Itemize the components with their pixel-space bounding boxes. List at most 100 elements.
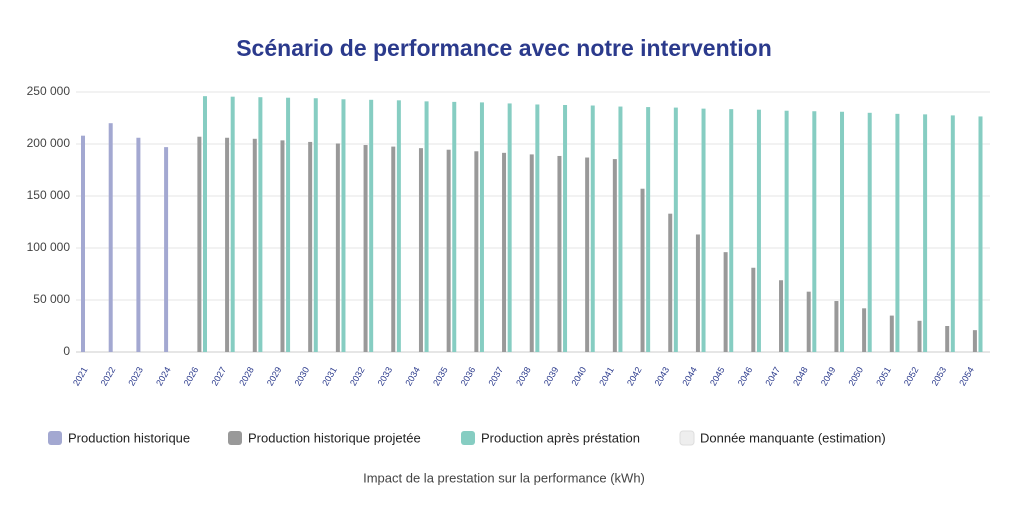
x-tick-label: 2049: [819, 365, 838, 387]
x-tick-label: 2038: [514, 365, 533, 387]
bar: [729, 109, 734, 352]
x-tick-label: 2042: [625, 365, 644, 387]
bar: [81, 135, 85, 352]
x-tick-label: 2031: [320, 365, 339, 387]
bar: [978, 116, 983, 352]
x-tick-label: 2043: [653, 365, 672, 387]
bar: [834, 301, 839, 352]
bar: [945, 326, 950, 352]
x-tick-label: 2024: [154, 365, 173, 387]
bar: [341, 99, 346, 352]
x-tick-label: 2026: [182, 365, 201, 387]
y-tick-label: 50 000: [33, 292, 70, 306]
legend-label: Production historique: [68, 430, 190, 445]
y-tick-label: 0: [63, 344, 70, 358]
x-tick-label: 2029: [265, 365, 284, 387]
bar: [280, 140, 285, 352]
bar: [695, 234, 700, 352]
x-tick-label: 2037: [486, 365, 505, 387]
x-tick-label: 2046: [736, 365, 755, 387]
bar: [812, 111, 817, 353]
chart-title: Scénario de performance avec notre inter…: [236, 35, 772, 61]
x-tick-label: 2054: [957, 365, 976, 387]
legend-swatch: [461, 431, 475, 445]
bar: [557, 155, 562, 352]
x-tick-label: 2022: [99, 365, 118, 387]
legend-swatch: [679, 430, 695, 446]
bar: [391, 146, 396, 352]
bar: [784, 110, 789, 352]
x-tick-label: 2036: [459, 365, 478, 387]
x-tick-label: 2048: [791, 365, 810, 387]
bar: [867, 112, 872, 352]
bar: [396, 100, 401, 352]
x-tick-label: 2028: [237, 365, 256, 387]
x-tick-label: 2052: [902, 365, 921, 387]
x-tick-label: 2023: [126, 365, 145, 387]
x-tick-label: 2027: [209, 365, 228, 387]
x-tick-label: 2041: [597, 365, 616, 387]
bar: [640, 188, 645, 352]
bar: [258, 97, 263, 352]
bar: [529, 154, 534, 352]
bar: [756, 109, 761, 353]
bar: [590, 105, 595, 353]
bar: [424, 101, 429, 352]
legend-swatch: [48, 431, 62, 445]
bar: [950, 115, 955, 353]
bar: [862, 308, 867, 352]
x-tick-label: 2021: [71, 365, 90, 387]
x-tick-label: 2040: [570, 365, 589, 387]
legend-label: Donnée manquante (estimation): [700, 430, 886, 445]
bar: [452, 101, 457, 352]
x-tick-label: 2039: [542, 365, 561, 387]
x-axis-label: Impact de la prestation sur la performan…: [363, 470, 645, 485]
y-tick-label: 150 000: [27, 188, 71, 202]
bar: [972, 330, 977, 352]
bar: [286, 97, 291, 352]
bar: [668, 213, 673, 352]
bar: [479, 102, 484, 353]
bar: [446, 149, 451, 352]
bar: [369, 99, 374, 352]
bar: [889, 315, 894, 352]
bar: [363, 145, 368, 352]
legend-swatch: [228, 431, 242, 445]
x-tick-label: 2053: [930, 365, 949, 387]
x-tick-label: 2047: [763, 365, 782, 387]
bar: [335, 143, 340, 352]
bar: [502, 152, 507, 352]
bar: [535, 104, 540, 352]
x-tick-label: 2044: [680, 365, 699, 387]
bar: [701, 108, 706, 352]
y-tick-label: 100 000: [27, 240, 71, 254]
bar: [108, 123, 113, 352]
bar: [230, 96, 235, 353]
y-tick-label: 250 000: [27, 84, 71, 98]
bar: [418, 148, 423, 352]
bar: [646, 107, 651, 352]
y-tick-label: 200 000: [27, 136, 71, 150]
bar: [923, 114, 928, 352]
bar: [252, 138, 257, 352]
bar: [840, 111, 845, 352]
bar: [474, 151, 479, 352]
bar: [917, 320, 922, 352]
bar: [313, 98, 318, 353]
x-tick-label: 2051: [874, 365, 893, 387]
bar: [806, 291, 811, 352]
bar: [308, 141, 313, 352]
bar: [618, 106, 623, 352]
x-tick-label: 2034: [403, 365, 422, 387]
bar: [585, 157, 590, 352]
x-tick-label: 2030: [293, 365, 312, 387]
bar: [164, 147, 169, 352]
legend-label: Production après préstation: [481, 430, 640, 445]
x-tick-label: 2035: [431, 365, 450, 387]
bar: [779, 280, 784, 352]
bar: [895, 113, 900, 352]
bar: [612, 159, 617, 352]
bar: [723, 252, 728, 352]
bar: [507, 103, 512, 352]
